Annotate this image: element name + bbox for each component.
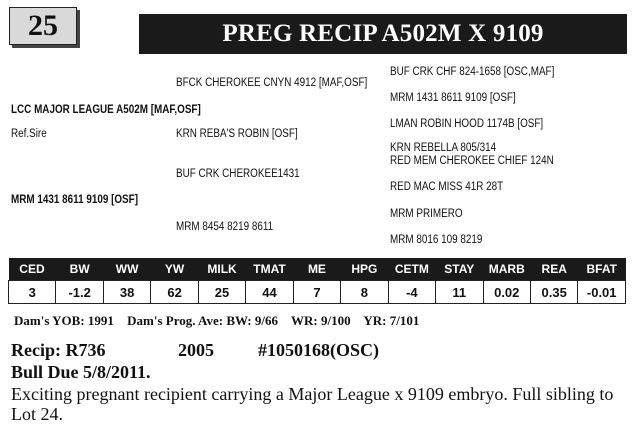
- bull-due-date: Bull Due 5/8/2011.: [11, 362, 151, 382]
- epd-value: 8: [340, 280, 389, 304]
- epd-value: -4: [387, 280, 437, 304]
- pedigree-ddd: MRM 8016 109 8219: [390, 234, 483, 246]
- pedigree-sire-sire: BFCK CHEROKEE CNYN 4912 [MAF,OSF]: [176, 77, 368, 89]
- epd-value: 7: [292, 280, 342, 304]
- pedigree-sdd: KRN REBELLA 805/314: [390, 142, 497, 154]
- pedigree-sire: LCC MAJOR LEAGUE A502M [MAF,OSF]: [11, 104, 201, 116]
- epd-value: 11: [435, 280, 484, 304]
- epd-header: ME: [293, 258, 342, 281]
- pedigree-sds: LMAN ROBIN HOOD 1174B [OSF]: [390, 118, 544, 130]
- epd-header: MILK: [198, 258, 247, 281]
- dam-yr: YR: 7/101: [363, 313, 420, 328]
- recip-year: 2005: [178, 340, 214, 360]
- pedigree-ssd: MRM 1431 8611 9109 [OSF]: [390, 92, 516, 104]
- epd-value: 3: [7, 280, 57, 304]
- dam-info-line: Dam's YOB: 1991 Dam's Prog. Ave: BW: 9/6…: [14, 313, 429, 329]
- epd-value: 44: [245, 280, 294, 304]
- epd-value: 0.02: [482, 280, 531, 304]
- epd-value: 25: [197, 280, 247, 304]
- dam-wr: WR: 9/100: [291, 313, 351, 328]
- epd-header: STAY: [435, 258, 484, 281]
- epd-header: HPG: [340, 258, 389, 281]
- pedigree-dam: MRM 1431 8611 9109 [OSF]: [11, 194, 138, 206]
- epd-header: MARB: [483, 258, 531, 281]
- title-bar: PREG RECIP A502M X 9109: [139, 14, 627, 54]
- lot-title: PREG RECIP A502M X 9109: [222, 20, 544, 47]
- pedigree-dds: MRM PRIMERO: [390, 208, 463, 220]
- epd-value-row: 3 -1.2 38 62 25 44 7 8 -4 11 0.02 0.35 -…: [7, 280, 626, 304]
- epd-header-row: CED BW WW YW MILK TMAT ME HPG CETM STAY …: [8, 258, 626, 281]
- recip-id: Recip: R736: [11, 340, 106, 360]
- dam-prog-ave: Dam's Prog. Ave: BW: 9/66: [127, 313, 278, 328]
- pedigree-ref-sire-label: Ref.Sire: [11, 128, 47, 140]
- lot-number-box: 25: [9, 7, 77, 45]
- epd-header: BFAT: [577, 258, 626, 281]
- pedigree-dam-sire: BUF CRK CHEROKEE1431: [176, 168, 300, 180]
- registration-number: #1050168(OSC): [258, 340, 379, 360]
- epd-value: 62: [150, 280, 199, 304]
- pedigree-dss: RED MEM CHEROKEE CHIEF 124N: [390, 155, 554, 167]
- epd-value: 38: [102, 280, 152, 304]
- epd-header: WW: [103, 258, 152, 281]
- pedigree-dsd: RED MAC MISS 41R 28T: [390, 181, 504, 193]
- epd-header: CETM: [388, 258, 437, 281]
- epd-value: 0.35: [529, 280, 579, 304]
- epd-header: YW: [150, 258, 199, 281]
- lot-description: Exciting pregnant recipient carrying a M…: [11, 384, 614, 424]
- lot-number: 25: [28, 9, 58, 42]
- dam-yob: Dam's YOB: 1991: [14, 313, 114, 328]
- epd-header: REA: [530, 258, 579, 281]
- pedigree-sire-dam: KRN REBA'S ROBIN [OSF]: [176, 128, 298, 140]
- epd-table: CED BW WW YW MILK TMAT ME HPG CETM STAY …: [7, 258, 626, 304]
- epd-header: TMAT: [245, 258, 294, 281]
- epd-header: BW: [55, 258, 104, 281]
- pedigree-sss: BUF CRK CHF 824-1658 [OSC,MAF]: [390, 66, 555, 78]
- pedigree-dam-dam: MRM 8454 8219 8611: [176, 221, 274, 233]
- epd-header: CED: [8, 258, 57, 281]
- epd-value: -1.2: [55, 280, 104, 304]
- epd-value: -0.01: [577, 280, 626, 304]
